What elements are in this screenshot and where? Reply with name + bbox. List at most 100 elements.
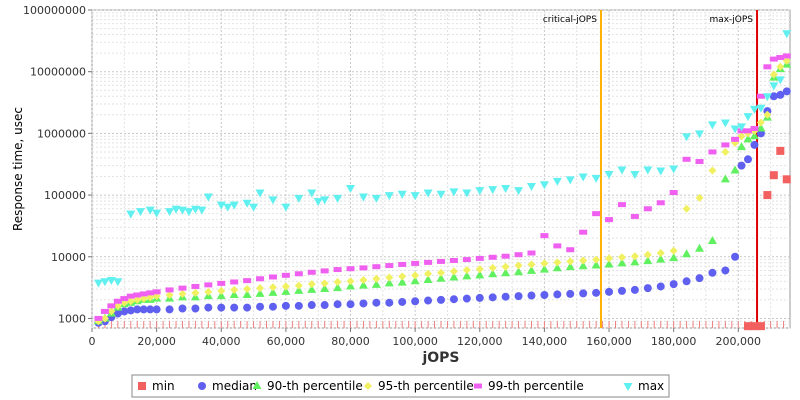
legend-item-95-th-percentile: 95-th percentile bbox=[364, 379, 474, 393]
point-max bbox=[604, 170, 614, 179]
point-90-th-percentile bbox=[578, 261, 588, 270]
x-tick-label: 200,000 bbox=[716, 335, 762, 348]
y-tick-label: 100000 bbox=[44, 189, 86, 202]
point-median bbox=[333, 300, 342, 309]
point-95-th-percentile bbox=[294, 281, 303, 290]
legend-swatch bbox=[364, 382, 372, 390]
point-99-th-percentile bbox=[333, 267, 342, 273]
legend-label: max bbox=[638, 379, 664, 393]
point-99-th-percentile bbox=[592, 211, 601, 217]
legend: min median 90-th percentile 95-th percentil… bbox=[131, 374, 670, 398]
point-median bbox=[769, 92, 778, 101]
point-max bbox=[656, 167, 666, 176]
point-median bbox=[527, 291, 536, 300]
point-99-th-percentile bbox=[398, 261, 407, 267]
point-max bbox=[514, 187, 524, 196]
legend-item-max: max bbox=[623, 379, 664, 393]
point-90-th-percentile bbox=[565, 262, 575, 271]
x-tick-label: 80,000 bbox=[331, 335, 370, 348]
point-95-th-percentile bbox=[769, 70, 778, 79]
point-99-th-percentile bbox=[721, 142, 730, 148]
point-99-th-percentile bbox=[126, 293, 135, 299]
threshold-markers: critical-jOPS max-jOPS bbox=[543, 10, 759, 328]
point-max bbox=[145, 206, 155, 215]
point-median bbox=[372, 298, 381, 307]
point-99-th-percentile bbox=[437, 258, 445, 264]
point-max bbox=[669, 165, 679, 174]
point-90-th-percentile bbox=[255, 288, 265, 297]
point-99-th-percentile bbox=[527, 250, 536, 256]
point-median bbox=[120, 307, 129, 316]
point-99-th-percentile bbox=[320, 268, 329, 274]
point-median bbox=[475, 293, 484, 302]
x-tick-label: 140,000 bbox=[522, 335, 568, 348]
point-99-th-percentile bbox=[682, 156, 691, 162]
x-tick-label: 100,000 bbox=[392, 335, 438, 348]
point-median bbox=[294, 301, 303, 310]
point-99-th-percentile bbox=[776, 54, 785, 60]
point-max bbox=[475, 187, 485, 196]
point-99-th-percentile bbox=[100, 308, 109, 314]
point-99-th-percentile bbox=[579, 229, 588, 235]
point-99-th-percentile bbox=[411, 260, 420, 266]
point-median bbox=[553, 290, 562, 299]
point-90-th-percentile bbox=[371, 279, 381, 288]
point-99-th-percentile bbox=[139, 291, 148, 297]
point-95-th-percentile bbox=[307, 280, 316, 289]
point-max bbox=[313, 198, 323, 207]
point-max bbox=[617, 166, 627, 175]
point-95-th-percentile bbox=[776, 62, 785, 71]
point-99-th-percentile bbox=[630, 213, 639, 219]
point-max bbox=[682, 133, 692, 142]
point-max bbox=[695, 130, 705, 139]
point-median bbox=[133, 305, 142, 314]
point-95-th-percentile bbox=[643, 250, 652, 259]
point-90-th-percentile bbox=[749, 131, 759, 140]
point-90-th-percentile bbox=[604, 259, 614, 268]
point-max bbox=[782, 30, 792, 39]
point-median bbox=[385, 298, 394, 307]
point-95-th-percentile bbox=[178, 289, 187, 298]
y-tick-label: 10000 bbox=[51, 251, 86, 264]
point-95-th-percentile bbox=[592, 255, 601, 264]
point-99-th-percentile bbox=[256, 276, 265, 282]
point-max bbox=[346, 185, 356, 194]
point-max bbox=[126, 210, 136, 219]
point-median bbox=[281, 301, 290, 310]
point-max bbox=[190, 205, 200, 214]
point-max bbox=[552, 177, 562, 186]
point-90-th-percentile bbox=[346, 281, 356, 290]
point-95-th-percentile bbox=[230, 285, 239, 294]
x-axis-ticks: 0 20,000 40,000 60,000 80,000 100,000 120,000 1… bbox=[89, 328, 762, 348]
point-99-th-percentile bbox=[763, 64, 772, 70]
point-max bbox=[223, 203, 233, 212]
point-median bbox=[424, 296, 433, 305]
point-median bbox=[152, 305, 161, 314]
point-max bbox=[281, 203, 291, 212]
legend-item-99-th-percentile: 99-th percentile bbox=[474, 379, 584, 393]
point-90-th-percentile bbox=[756, 123, 766, 132]
point-90-th-percentile bbox=[307, 284, 317, 293]
point-median bbox=[682, 277, 691, 286]
point-95-th-percentile bbox=[540, 259, 549, 268]
point-99-th-percentile bbox=[501, 253, 510, 259]
point-99-th-percentile bbox=[669, 190, 678, 196]
point-90-th-percentile bbox=[656, 254, 666, 263]
point-median bbox=[268, 302, 277, 311]
y-tick-label: 100000000 bbox=[23, 4, 86, 17]
point-95-th-percentile bbox=[385, 273, 394, 282]
point-median bbox=[656, 282, 665, 291]
point-median bbox=[126, 306, 135, 315]
point-95-th-percentile bbox=[437, 268, 445, 277]
legend-label: median bbox=[212, 379, 257, 393]
point-max bbox=[707, 121, 717, 130]
point-median bbox=[579, 289, 588, 298]
point-99-th-percentile bbox=[488, 254, 497, 260]
point-90-th-percentile bbox=[682, 249, 692, 258]
y-axis-ticks: 1000 10000 100000 1000000 10000000 100000000 bbox=[23, 4, 92, 325]
point-median bbox=[462, 294, 471, 303]
point-99-th-percentile bbox=[94, 315, 103, 321]
point-95-th-percentile bbox=[656, 249, 665, 258]
point-max bbox=[177, 206, 187, 215]
point-95-th-percentile bbox=[268, 283, 277, 292]
